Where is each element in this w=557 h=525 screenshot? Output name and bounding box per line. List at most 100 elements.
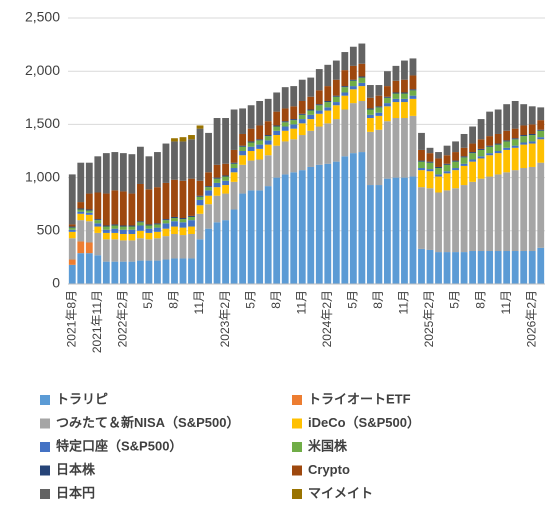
x-tick-label: 8月: [473, 290, 487, 309]
bar-segment: [205, 132, 212, 173]
bar-segment: [469, 251, 477, 284]
bar-segment: [94, 220, 102, 224]
x-tick-label: 2021年8月: [64, 290, 78, 347]
bar-segment: [188, 216, 195, 221]
bar-segment: [77, 211, 85, 214]
legend-label: 特定口座（S&P500）: [56, 438, 182, 453]
bar-segment: [247, 128, 255, 142]
bar-segment: [85, 212, 93, 215]
bar-segment: [128, 226, 136, 230]
bar-segment: [375, 107, 383, 113]
x-tick-label: 2021年11月: [90, 290, 104, 353]
bar-segment: [537, 137, 545, 140]
bar-segment: [188, 139, 195, 179]
bar-segment: [426, 169, 434, 172]
bar-segment: [520, 168, 528, 252]
bar-segment: [247, 141, 255, 143]
bar-segment: [145, 232, 153, 240]
bar-segment: [332, 102, 340, 106]
bar-segment: [290, 139, 298, 173]
bar-segment: [401, 79, 408, 93]
bar-segment: [366, 108, 374, 110]
bar-segment: [119, 229, 127, 234]
bar-segment: [111, 261, 119, 284]
bar-segment: [94, 255, 102, 284]
bar-segment: [145, 156, 153, 190]
bar-segment: [273, 111, 281, 126]
bar-segment: [384, 106, 391, 122]
legend-swatch: [40, 442, 50, 452]
bar-segment: [188, 226, 195, 234]
bar-segment: [435, 152, 442, 159]
bar-segment: [307, 96, 315, 110]
bar-segment: [154, 238, 161, 261]
bar-segment: [537, 129, 545, 131]
bar-segment: [290, 86, 298, 107]
bar-segment: [418, 248, 425, 284]
bar-segment: [528, 141, 536, 144]
bar-segment: [520, 104, 528, 126]
bar-segment: [392, 80, 400, 93]
bar-segment: [273, 92, 281, 112]
legend-label: トラリピ: [56, 391, 108, 406]
bar-segment: [494, 151, 502, 154]
bar-segment: [384, 97, 391, 104]
bar-segment: [85, 242, 93, 254]
bar-segment: [392, 118, 400, 178]
bar-segment: [332, 105, 340, 120]
bar-segment: [324, 110, 332, 124]
bar-segment: [128, 233, 136, 241]
bar-segment: [418, 132, 425, 150]
bar-segment: [332, 161, 340, 284]
bar-segment: [324, 107, 332, 111]
bar-segment: [537, 107, 545, 121]
bar-segment: [486, 111, 494, 137]
bar-segment: [452, 188, 459, 253]
bar-segment: [85, 209, 93, 211]
bar-segment: [273, 135, 281, 146]
bar-segment: [477, 178, 485, 252]
bar-segment: [426, 188, 434, 250]
bar-segment: [332, 119, 340, 162]
bar-segment: [503, 149, 511, 173]
bar-segment: [196, 195, 204, 197]
bar-segment: [281, 108, 289, 122]
bar-segment: [511, 147, 519, 171]
legend-swatch: [292, 489, 302, 499]
bar-segment: [358, 86, 366, 101]
bar-segment: [111, 232, 119, 240]
legend-swatch: [292, 418, 302, 429]
bar-segment: [264, 186, 272, 284]
bar-segment: [477, 251, 485, 284]
bar-segment: [230, 149, 238, 163]
bar-segment: [392, 93, 400, 99]
legend-swatch: [292, 442, 302, 452]
bar-segment: [145, 228, 153, 233]
bar-segment: [273, 125, 281, 127]
bar-segment: [179, 219, 187, 223]
bar-segment: [196, 239, 204, 284]
bar-segment: [205, 190, 212, 196]
bar-segment: [102, 232, 110, 240]
bar-segment: [486, 145, 494, 147]
bar-segment: [460, 157, 468, 164]
bar-segment: [68, 229, 76, 232]
bar-segment: [205, 228, 212, 284]
bar-segment: [256, 159, 264, 191]
bar-segment: [213, 177, 221, 179]
bar-segment: [409, 58, 417, 76]
bar-segment: [375, 112, 383, 116]
bar-segment: [162, 220, 170, 224]
bar-segment: [503, 251, 511, 284]
bar-segment: [196, 196, 204, 200]
legend-label: Crypto: [308, 462, 350, 477]
legend-label: iDeCo（S&P500）: [308, 415, 420, 430]
bar-segment: [315, 105, 323, 111]
bar-segment: [401, 102, 408, 119]
bar-segment: [154, 223, 161, 225]
bar-segment: [494, 143, 502, 145]
bar-segment: [136, 222, 144, 226]
bar-segment: [298, 114, 306, 120]
bar-segment: [171, 179, 178, 217]
bar-segment: [366, 118, 374, 132]
